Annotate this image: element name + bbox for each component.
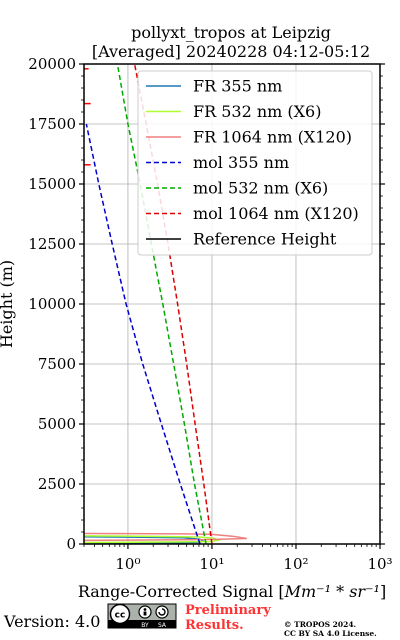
copyright-line2: CC BY SA 4.0 License. (284, 629, 377, 638)
y-tick-label: 2500 (38, 475, 76, 493)
chart-title-line1: pollyxt_tropos at Leipzig (131, 23, 331, 42)
legend-label-3: mol 355 nm (193, 153, 289, 172)
x-tick-label: 10³ (367, 555, 392, 573)
y-tick-label: 0 (66, 535, 76, 553)
axis-ticks (79, 63, 385, 549)
axis-tick-labels: 0 2500 5000 7500 10000 12500 15000 17500 20000 10… (28, 55, 392, 573)
badge-by-label: BY (141, 622, 149, 629)
x-axis-label-units: Mm⁻¹ * sr⁻¹ (284, 582, 380, 601)
attribution-icon-head (143, 608, 147, 611)
x-axis-label-prefix: Range-Corrected Signal [ (78, 582, 285, 601)
preliminary-line1: Preliminary (185, 603, 271, 618)
legend-label-2: FR 1064 nm (X120) (193, 128, 352, 147)
creative-commons-icon (109, 603, 131, 625)
share-alike-icon (155, 605, 169, 619)
x-axis-label: Range-Corrected Signal [Mm⁻¹ * sr⁻¹] (78, 582, 386, 601)
y-tick-label: 15000 (28, 175, 76, 193)
series-line-3 (85, 123, 201, 544)
legend-label-6: Reference Height (193, 230, 337, 249)
y-tick-label: 17500 (28, 115, 76, 133)
series-line-4 (116, 64, 207, 544)
y-axis-label: Height (m) (0, 260, 16, 348)
y-tick-label: 7500 (38, 355, 76, 373)
cc-badge-label: cc (115, 611, 126, 621)
y-tick-label: 12500 (28, 235, 76, 253)
series-line-1 (84, 535, 222, 544)
copyright-line1: © TROPOS 2024. (284, 620, 356, 629)
version-label: Version: 4.0 (3, 612, 100, 631)
legend-label-0: FR 355 nm (193, 77, 282, 96)
legend-label-5: mol 1064 nm (X120) (193, 204, 359, 223)
y-tick-label: 20000 (28, 55, 76, 73)
series-line-2 (84, 532, 247, 542)
x-tick-label: 10¹ (199, 555, 224, 573)
legend-label-4: mol 532 nm (X6) (193, 179, 328, 198)
x-tick-label: 10² (283, 555, 308, 573)
x-axis-label-suffix: ] (380, 582, 386, 601)
attribution-icon-body (143, 611, 147, 616)
legend: FR 355 nm FR 532 nm (X6) FR 1064 nm (X120)… (137, 70, 373, 256)
y-tick-label: 10000 (28, 295, 76, 313)
license-badge: cc BY SA (107, 603, 177, 629)
chart-title-line2: [Averaged] 20240228 04:12-05:12 (92, 42, 370, 61)
y-tick-label: 5000 (38, 415, 76, 433)
preliminary-line2: Results. (185, 618, 244, 633)
x-tick-label: 10⁰ (115, 555, 140, 573)
badge-sa-label: SA (158, 622, 167, 629)
share-alike-icon-arc (158, 608, 166, 616)
legend-label-1: FR 532 nm (X6) (193, 102, 321, 121)
legend-box (137, 70, 373, 256)
